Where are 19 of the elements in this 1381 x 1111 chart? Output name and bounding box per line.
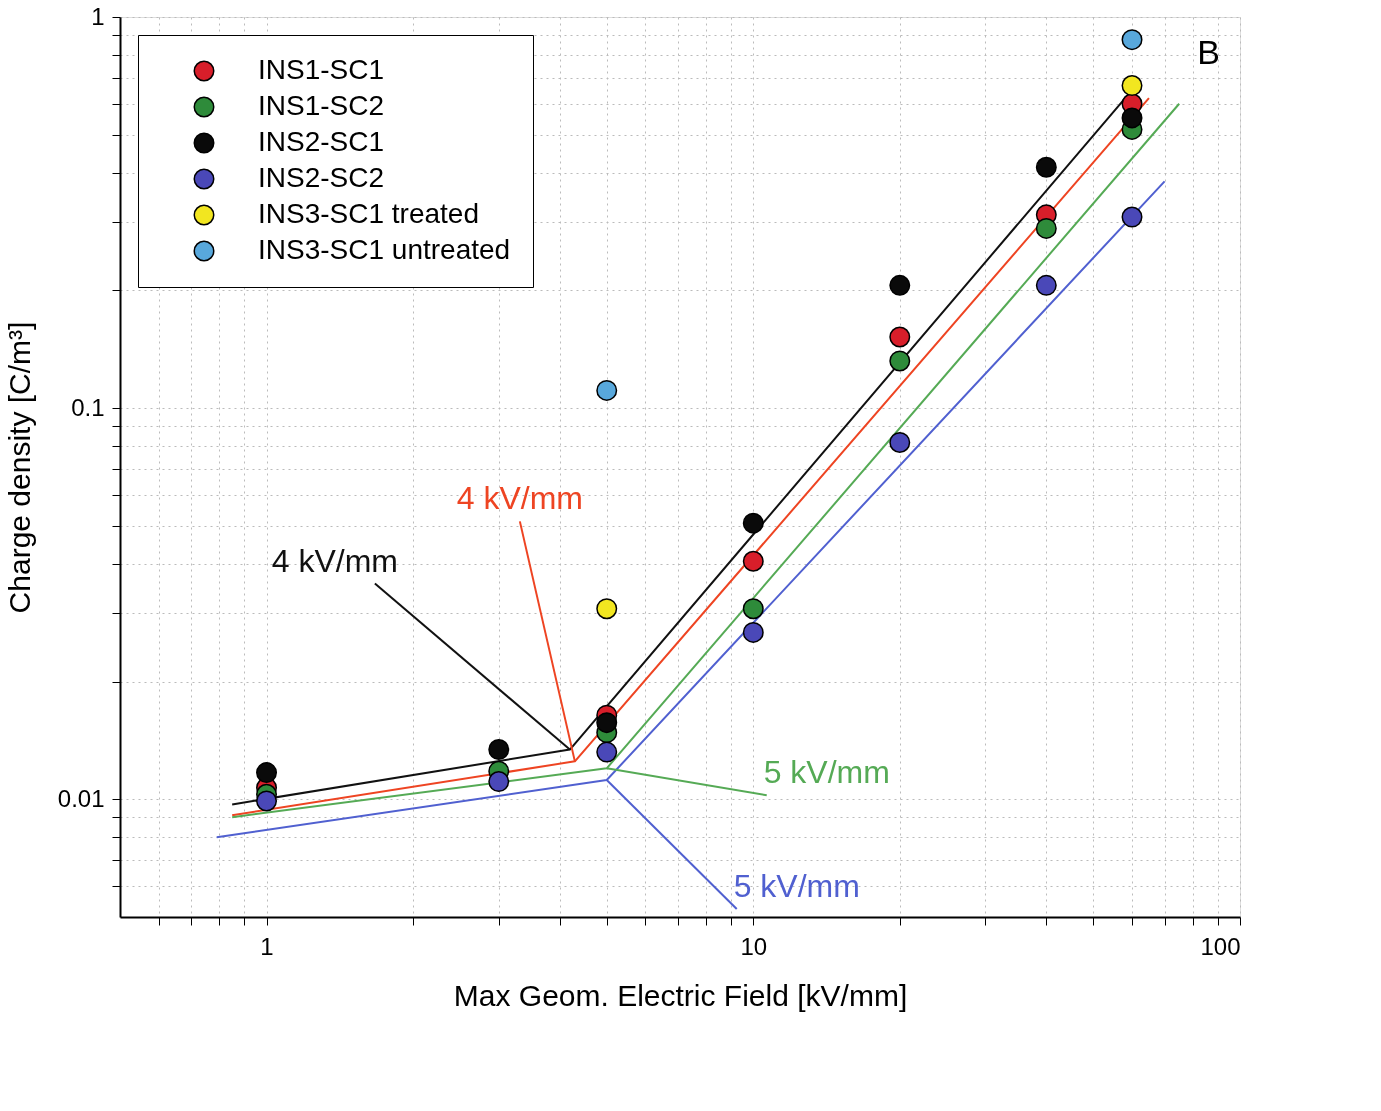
x-tick-label: 10 <box>740 932 768 960</box>
y-tick-label: 0.1 <box>71 393 105 421</box>
legend-label: INS2-SC2 <box>258 162 385 193</box>
annotation: 4 kV/mm <box>271 542 398 579</box>
y-tick-label: 1 <box>91 2 105 30</box>
annotation: B <box>1197 33 1220 71</box>
y-axis-title: Charge density [C/m³] <box>2 321 36 614</box>
x-tick-label: 1 <box>260 932 274 960</box>
annotation: 5 kV/mm <box>733 868 860 905</box>
legend-label: INS3-SC1 treated <box>258 198 479 229</box>
x-tick-label: 100 <box>1200 932 1241 960</box>
legend-label: INS3-SC1 untreated <box>258 234 511 265</box>
annotation: 4 kV/mm <box>456 480 583 517</box>
annotation: 5 kV/mm <box>763 754 890 791</box>
x-axis-title: Max Geom. Electric Field [kV/mm] <box>453 978 908 1012</box>
legend-label: INS1-SC2 <box>258 90 385 121</box>
legend-label: INS1-SC1 <box>258 54 385 85</box>
legend-label: INS2-SC1 <box>258 126 385 157</box>
y-tick-label: 0.01 <box>57 784 105 812</box>
